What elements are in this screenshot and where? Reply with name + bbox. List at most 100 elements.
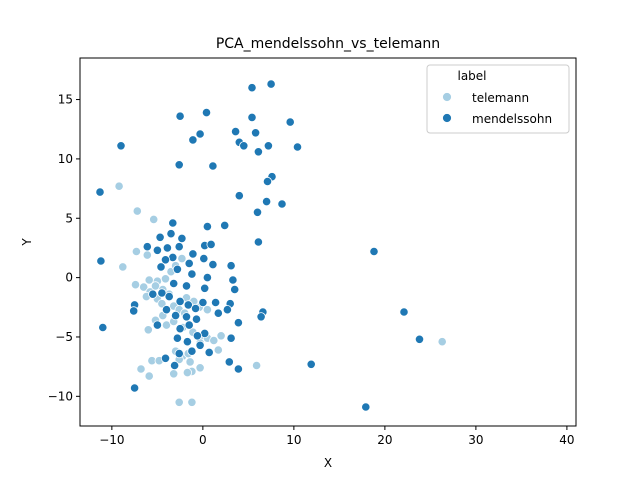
data-point-mendelssohn <box>169 278 179 289</box>
data-point-mendelssohn <box>142 242 152 252</box>
y-tick-label: 15 <box>58 93 73 107</box>
data-point-mendelssohn <box>200 283 210 293</box>
data-point-mendelssohn <box>253 237 263 247</box>
data-point-mendelssohn <box>161 305 172 315</box>
data-point-mendelssohn <box>222 305 232 315</box>
data-point-mendelssohn <box>116 141 126 151</box>
data-point-mendelssohn <box>162 243 172 253</box>
data-point-mendelssohn <box>292 142 303 152</box>
y-tick-label: −10 <box>48 389 73 403</box>
x-axis-title: X <box>324 456 332 470</box>
data-point-mendelssohn <box>202 222 212 232</box>
data-point-mendelssohn <box>208 161 218 171</box>
data-point-telemann <box>185 357 195 367</box>
data-point-mendelssohn <box>175 296 185 306</box>
data-point-telemann <box>149 214 159 224</box>
data-point-mendelssohn <box>188 135 198 145</box>
data-point-mendelssohn <box>175 324 185 334</box>
legend-marker-telemann <box>442 92 452 102</box>
data-point-mendelssohn <box>172 333 182 343</box>
data-point-telemann <box>216 331 226 341</box>
data-point-telemann <box>131 246 141 257</box>
data-point-mendelssohn <box>285 117 295 127</box>
data-point-mendelssohn <box>213 308 223 318</box>
data-point-mendelssohn <box>226 261 236 271</box>
data-point-mendelssohn <box>156 262 166 272</box>
data-point-mendelssohn <box>187 269 197 279</box>
x-tick-label: 10 <box>286 433 301 447</box>
data-point-mendelssohn <box>168 218 178 228</box>
data-point-mendelssohn <box>361 402 371 412</box>
data-point-mendelssohn <box>160 255 171 265</box>
data-point-mendelssohn <box>204 347 214 357</box>
data-point-telemann <box>139 282 149 292</box>
data-point-mendelssohn <box>164 291 174 302</box>
data-point-mendelssohn <box>233 364 243 374</box>
data-point-mendelssohn <box>172 264 182 274</box>
data-point-telemann <box>202 305 212 315</box>
data-point-mendelssohn <box>399 307 409 317</box>
data-point-mendelssohn <box>166 229 176 239</box>
data-point-mendelssohn <box>191 314 202 324</box>
data-point-mendelssohn <box>177 233 187 243</box>
data-point-mendelssohn <box>230 284 240 295</box>
data-point-mendelssohn <box>414 334 425 344</box>
data-point-telemann <box>174 397 184 407</box>
data-point-mendelssohn <box>234 191 244 201</box>
data-point-telemann <box>160 274 171 284</box>
data-point-mendelssohn <box>277 199 287 209</box>
y-tick-label: 10 <box>58 152 73 166</box>
data-point-mendelssohn <box>199 254 209 264</box>
data-point-mendelssohn <box>174 348 184 359</box>
x-tick-label: 30 <box>468 433 483 447</box>
data-point-mendelssohn <box>130 383 140 393</box>
data-point-mendelssohn <box>184 320 194 330</box>
data-point-mendelssohn <box>263 141 273 151</box>
data-point-mendelssohn <box>187 346 197 356</box>
data-point-mendelssohn <box>188 249 198 259</box>
data-point-mendelssohn <box>191 303 201 314</box>
data-point-mendelssohn <box>253 147 263 157</box>
data-point-telemann <box>213 345 223 355</box>
data-point-telemann <box>169 369 179 379</box>
data-point-telemann <box>143 325 153 335</box>
data-point-mendelssohn <box>201 108 212 118</box>
data-point-mendelssohn <box>155 232 165 242</box>
data-point-telemann <box>142 250 152 260</box>
data-point-mendelssohn <box>195 129 205 139</box>
data-point-telemann <box>209 335 219 346</box>
data-point-mendelssohn <box>231 127 241 137</box>
data-point-mendelssohn <box>256 312 266 322</box>
plot-frame <box>79 57 577 427</box>
legend-title: label <box>457 69 486 83</box>
data-point-telemann <box>118 262 128 272</box>
data-point-mendelssohn <box>239 141 249 151</box>
data-point-telemann <box>144 371 154 381</box>
data-point-telemann <box>114 181 124 191</box>
axis-ticks: −10 0 10 20 30 40 −10 −5 0 5 10 15 <box>48 93 575 447</box>
x-tick-label: 0 <box>199 433 207 447</box>
data-point-mendelssohn <box>262 176 273 187</box>
y-tick-label: 5 <box>65 211 73 225</box>
x-tick-label: 20 <box>377 433 392 447</box>
data-point-mendelssohn <box>129 306 139 316</box>
data-point-mendelssohn <box>181 312 192 322</box>
data-point-telemann <box>195 363 205 373</box>
data-point-telemann <box>130 280 141 290</box>
legend-label-telemann: telemann <box>472 91 529 105</box>
data-point-mendelssohn <box>183 300 193 310</box>
data-point-telemann <box>182 367 192 378</box>
data-point-mendelssohn <box>152 320 162 330</box>
data-point-mendelssohn <box>148 289 158 299</box>
data-point-mendelssohn <box>192 331 202 341</box>
legend-box <box>426 64 570 134</box>
data-point-telemann <box>157 299 167 309</box>
y-tick-label: −5 <box>55 330 73 344</box>
data-point-mendelssohn <box>247 112 257 123</box>
data-point-telemann <box>187 397 197 407</box>
data-point-mendelssohn <box>98 322 108 333</box>
x-tick-label: −10 <box>99 433 124 447</box>
data-point-mendelssohn <box>306 359 316 369</box>
data-point-mendelssohn <box>198 297 208 308</box>
